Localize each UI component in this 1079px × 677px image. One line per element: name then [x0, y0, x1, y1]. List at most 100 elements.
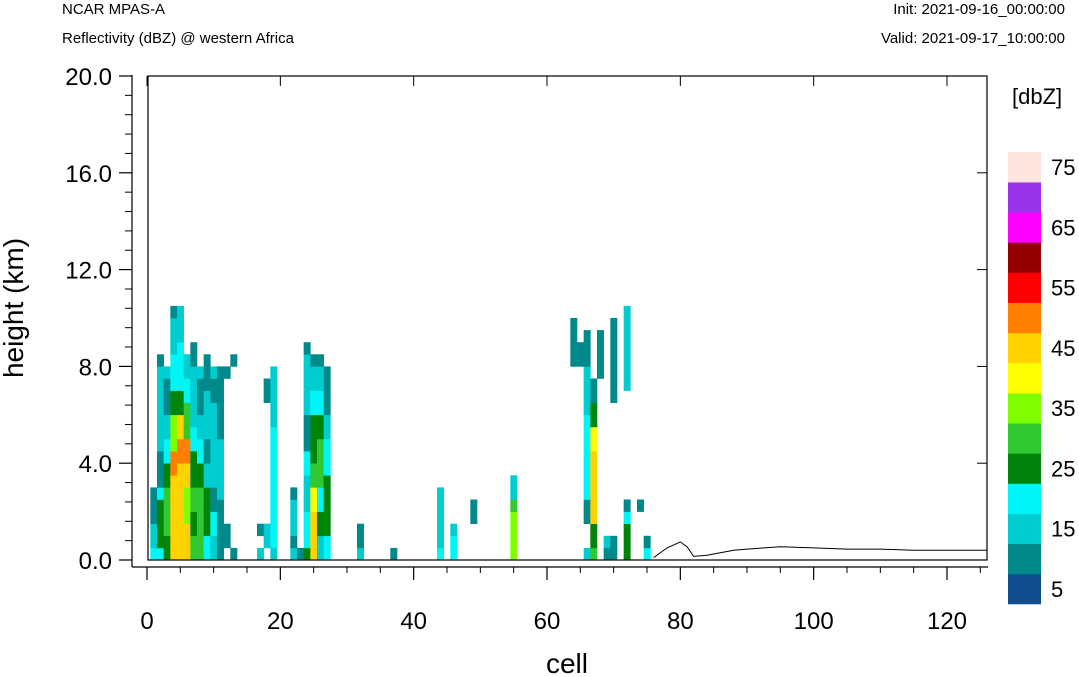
colorbar-label: 25	[1051, 456, 1075, 481]
reflectivity-cell	[610, 535, 618, 561]
reflectivity-cell	[323, 439, 331, 476]
reflectivity-cell	[310, 487, 318, 512]
reflectivity-cell	[270, 451, 278, 549]
reflectivity-cell	[317, 390, 324, 416]
init-time: Init: 2021-09-16_00:00:00	[893, 1, 1065, 18]
reflectivity-cell	[190, 426, 198, 452]
reflectivity-cell	[297, 547, 304, 561]
reflectivity-cell	[210, 378, 218, 403]
colorbar-swatch	[1008, 362, 1041, 394]
reflectivity-cell	[157, 487, 164, 500]
reflectivity-cell	[510, 487, 518, 500]
y-tick-label: 12.0	[65, 258, 112, 285]
reflectivity-cell	[177, 366, 184, 391]
reflectivity-cell	[610, 318, 618, 403]
reflectivity-cell	[317, 414, 324, 440]
reflectivity-cell	[583, 366, 591, 416]
reflectivity-cell	[583, 414, 591, 500]
reflectivity-cell	[310, 463, 318, 488]
reflectivity-cell	[217, 439, 224, 464]
reflectivity-cell	[223, 523, 231, 549]
reflectivity-cell	[323, 366, 331, 391]
reflectivity-cell	[177, 390, 184, 416]
reflectivity-cell	[197, 439, 204, 464]
reflectivity-cell	[357, 547, 364, 561]
colorbar-swatch	[1008, 242, 1041, 273]
reflectivity-cell	[510, 499, 518, 512]
reflectivity-cell	[303, 547, 311, 561]
reflectivity-cell	[203, 354, 211, 391]
reflectivity-cell	[590, 547, 598, 561]
x-tick-label: 60	[534, 608, 561, 635]
reflectivity-cell	[170, 390, 178, 416]
plot-frame	[147, 75, 988, 561]
reflectivity-cell	[210, 511, 218, 537]
x-tick-label: 40	[400, 608, 427, 635]
reflectivity-cell	[183, 402, 191, 440]
reflectivity-cell	[603, 535, 611, 549]
reflectivity-cell	[203, 535, 211, 561]
reflectivity-cell	[597, 330, 604, 379]
reflectivity-cell	[317, 366, 324, 391]
reflectivity-cell	[323, 535, 331, 561]
colorbar-label: 5	[1051, 577, 1063, 602]
reflectivity-cell	[163, 511, 171, 537]
x-tick-label: 80	[667, 608, 694, 635]
reflectivity-cell	[450, 523, 458, 537]
reflectivity-cell	[203, 487, 211, 512]
reflectivity-cell	[263, 378, 271, 403]
y-tick-label: 16.0	[65, 161, 112, 188]
valid-time: Valid: 2021-09-17_10:00:00	[880, 30, 1065, 47]
reflectivity-cell	[163, 487, 171, 512]
reflectivity-cell	[210, 366, 218, 379]
reflectivity-cell	[183, 523, 191, 561]
reflectivity-cell	[623, 305, 631, 391]
reflectivity-cell	[230, 547, 238, 561]
reflectivity-cell	[170, 305, 178, 319]
reflectivity-cell	[290, 499, 298, 537]
reflectivity-cell	[257, 547, 264, 561]
reflectivity-cell	[190, 487, 198, 512]
reflectivity-cell	[197, 487, 204, 524]
reflectivity-cell	[290, 547, 298, 561]
reflectivity-cell	[197, 378, 204, 416]
reflectivity-cell	[317, 487, 324, 512]
reflectivity-cell	[163, 366, 171, 379]
reflectivity-cell	[183, 463, 191, 488]
reflectivity-cell	[643, 547, 651, 561]
reflectivity-cell	[210, 535, 218, 561]
reflectivity-cell	[590, 523, 598, 549]
colorbar-swatch	[1008, 453, 1041, 484]
reflectivity-cell	[323, 475, 331, 512]
reflectivity-cell	[217, 463, 224, 500]
reflectivity-cell	[190, 535, 198, 561]
reflectivity-cell	[183, 354, 191, 379]
reflectivity-cell	[223, 366, 231, 379]
reflectivity-cell	[310, 390, 318, 416]
y-tick-label: 0.0	[79, 548, 112, 575]
colorbar-label: 65	[1051, 215, 1075, 240]
reflectivity-cell	[197, 414, 204, 440]
reflectivity-cell	[157, 499, 164, 549]
reflectivity-cell	[570, 318, 578, 367]
reflectivity-cell	[590, 426, 598, 452]
reflectivity-cell	[323, 511, 331, 537]
reflectivity-cell	[303, 414, 311, 452]
reflectivity-cell	[590, 402, 598, 428]
reflectivity-cell	[150, 523, 158, 549]
y-tick-label: 20.0	[65, 64, 112, 91]
colorbar-swatch	[1008, 182, 1041, 213]
colorbar: 5 15 25 35 45 55 65 75 [dbZ]	[1008, 84, 1075, 605]
reflectivity-cell	[590, 451, 598, 488]
reflectivity-cell	[230, 354, 238, 367]
colorbar-label: 35	[1051, 396, 1075, 421]
reflectivity-cell	[203, 511, 211, 537]
reflectivity-cell	[197, 523, 204, 561]
reflectivity-cell	[583, 499, 591, 524]
reflectivity-cell	[203, 414, 211, 440]
reflectivity-cell	[177, 439, 184, 464]
reflectivity-cell	[303, 511, 311, 549]
reflectivity-cell	[317, 439, 324, 464]
reflectivity-cell	[170, 511, 178, 561]
reflectivity-cell	[643, 535, 651, 549]
